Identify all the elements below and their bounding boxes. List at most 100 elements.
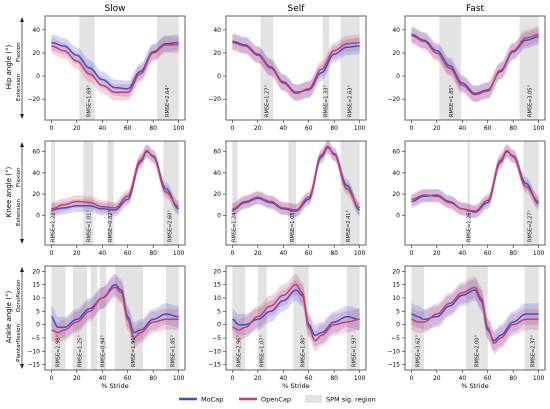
x-tick-label: 100 [354,375,366,382]
sd-band-opencap [51,144,179,216]
x-tick-label: 60 [305,250,313,257]
x-tick-label: 80 [330,250,338,257]
series-line-opencap [51,286,179,339]
x-tick-label: 0 [409,125,413,132]
series-line-opencap [411,286,539,345]
rmse-label: RMSE=0.82° [108,210,114,242]
sd-band-opencap [232,274,360,352]
y-tick-label: 0 [396,322,400,329]
spm-region [288,141,296,245]
x-tick-label: 80 [149,375,157,382]
y-tick-label: 5 [396,308,400,315]
axes-frame [225,140,367,246]
spm-region [232,266,246,370]
x-tick-label: 20 [433,250,441,257]
x-tick-label: 20 [254,250,262,257]
x-tick-label: 100 [173,125,185,132]
y-tick-label: 5 [36,308,40,315]
y-tick-label: 0 [36,73,40,80]
sd-band-opencap [232,139,360,217]
y-tick-label: 20 [213,191,221,198]
x-tick-label: 0 [409,250,413,257]
series-line-mocap [411,150,539,213]
panel-hip-self: RMSE=1.27° RMSE=1.33° RMSE=2.63° −20 0 20 40 0 2… [208,15,367,132]
x-tick-label: 60 [305,375,313,382]
x-tick-label: 40 [98,375,106,382]
axes-frame [404,15,546,121]
x-tick-label: 100 [173,375,185,382]
series-line-opencap [232,41,360,95]
y-tick-label: 0 [36,322,40,329]
y-tick-label: 10 [213,295,221,302]
rmse-label: RMSE=2.27° [528,210,534,242]
direction-label-positive: Dorsiflexion [16,279,22,312]
x-tick-label: 80 [509,375,517,382]
rmse-label: RMSE=2.96° [237,335,243,367]
panel-knee-self: RMSE=1.24° RMSE=1.05° RMSE=2.41° 0 20 40 60 0 20… [213,139,367,257]
axes-frame [225,265,367,371]
rmse-label: RMSE=1.91° [131,335,137,367]
x-tick-label: 40 [458,250,466,257]
sd-band-opencap [232,34,360,102]
sd-band-opencap [411,276,539,354]
xlabel-slow: % Stride [101,382,129,390]
spm-region [260,16,274,120]
y-tick-label: 20 [213,50,221,57]
panel-hip-slow: RMSE=1.69° RMSE=2.64° −20 0 20 40 0 20 40 60 80 100… [16,15,186,132]
spm-region [163,141,179,245]
col-title-self: Self [288,4,306,14]
series-line-opencap [411,149,539,212]
rmse-label: RMSE=1.93° [351,335,357,367]
y-tick-label: −10 [387,348,400,355]
spm-region [51,266,66,370]
spm-region [79,16,95,120]
x-tick-label: 40 [279,250,287,257]
panel-ankle-self: RMSE=2.96° RMSE=1.07° RMSE=1.80° RMSE=1.93°… [208,265,367,382]
x-tick-label: 60 [484,250,492,257]
y-tick-label: −15 [208,362,221,369]
spm-region [340,16,360,120]
x-axis-labels: % Stride % Stride % Stride [101,382,489,390]
y-tick-label: −15 [387,362,400,369]
y-tick-label: −15 [27,362,40,369]
x-tick-label: 100 [354,250,366,257]
y-tick-label: 10 [32,295,40,302]
axes-frame [44,265,186,371]
x-tick-label: 20 [433,125,441,132]
y-tick-label: 10 [392,295,400,302]
y-tick-label: 20 [392,50,400,57]
panel-ankle-fast: RMSE=3.62° RMSE=2.00° RMSE=2.37° −15 −10 −5 0 5… [387,265,546,382]
series-line-opencap [232,145,360,211]
x-tick-label: 40 [279,125,287,132]
spm-region [83,141,94,245]
spm-region [99,266,107,370]
y-tick-label: 0 [36,212,40,219]
sd-band-mocap [411,279,539,352]
sd-band-mocap [411,26,539,102]
y-tick-label: 20 [213,268,221,275]
x-tick-label: 0 [230,375,234,382]
x-tick-label: 0 [230,125,234,132]
rmse-label: RMSE=1.01° [86,210,92,242]
series-line-mocap [411,33,539,95]
x-tick-label: 80 [330,125,338,132]
x-tick-label: 0 [230,250,234,257]
y-tick-label: −5 [31,335,40,342]
x-tick-label: 80 [149,250,157,257]
sd-band-opencap [411,26,539,103]
y-tick-label: −5 [212,335,221,342]
axes-frame [225,15,367,121]
y-tick-label: −20 [387,96,400,103]
panel-ankle-slow: RMSE=2.98° RMSE=1.25° RMSE=0.94° RMSE=1.91°… [16,265,186,382]
rmse-label: RMSE=1.24° [232,210,238,242]
x-tick-label: 100 [354,125,366,132]
x-tick-label: 80 [509,125,517,132]
sd-band-mocap [51,274,179,344]
arrow-down-icon [20,239,24,244]
legend-swatch-spm [305,395,322,403]
spm-region [466,266,488,370]
rmse-label: RMSE=1.85° [449,85,455,117]
spm-region [519,16,539,120]
